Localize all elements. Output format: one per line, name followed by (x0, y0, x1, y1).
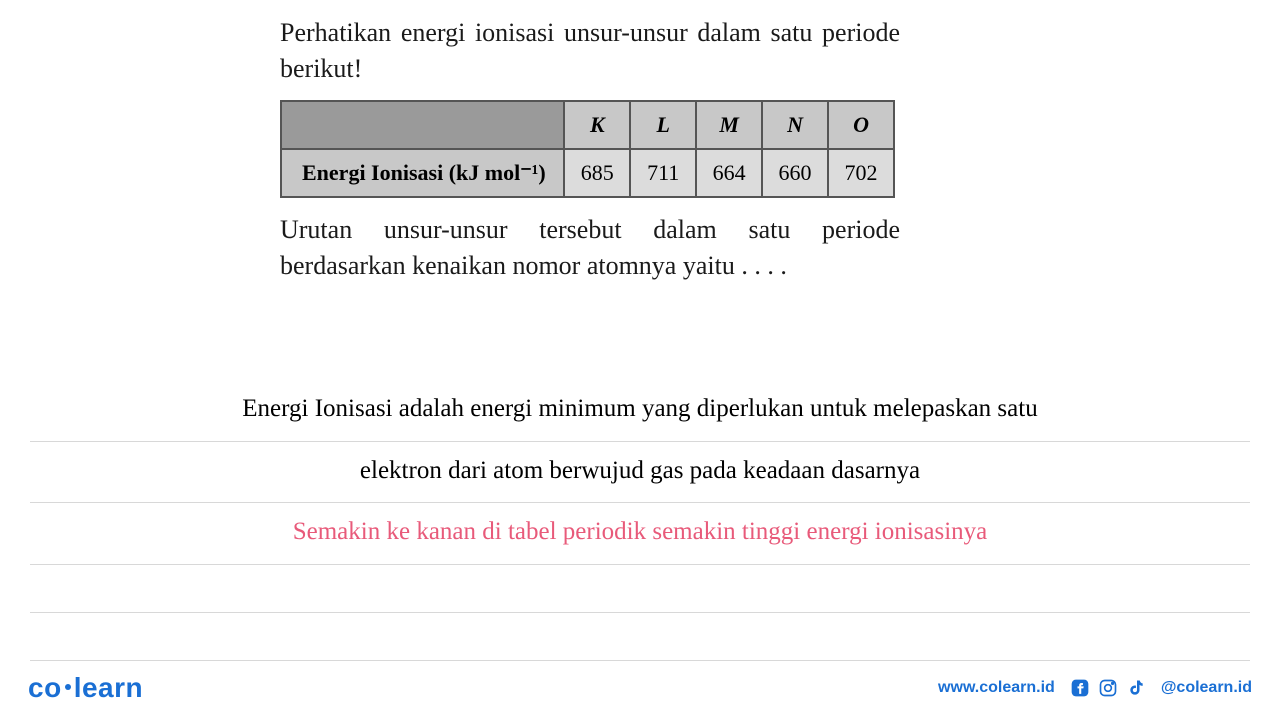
ruled-line (30, 565, 1250, 613)
table-value: 664 (696, 149, 762, 197)
table-row-label: Energi Ionisasi (kJ mol⁻¹) (281, 149, 564, 197)
table-value: 685 (564, 149, 630, 197)
colearn-logo: colearn (28, 672, 143, 704)
table-data-row: Energi Ionisasi (kJ mol⁻¹) 685 711 664 6… (281, 149, 894, 197)
footer-right: www.colearn.id @colearn.id (938, 677, 1252, 699)
ruled-line (30, 613, 1250, 661)
logo-part: learn (74, 672, 143, 703)
table-header-row: K L M N O (281, 101, 894, 149)
table-col-header: K (564, 101, 630, 149)
tiktok-icon (1125, 677, 1147, 699)
explanation-block: Energi Ionisasi adalah energi minimum ya… (30, 380, 1250, 661)
social-icons (1069, 677, 1147, 699)
logo-part: co (28, 672, 62, 703)
explanation-highlight-line: Semakin ke kanan di tabel periodik semak… (30, 503, 1250, 565)
facebook-icon (1069, 677, 1091, 699)
table-col-header: L (630, 101, 696, 149)
table-col-header: M (696, 101, 762, 149)
table-col-header: N (762, 101, 828, 149)
website-url: www.colearn.id (938, 679, 1055, 697)
logo-dot-icon (65, 684, 71, 690)
table-value: 711 (630, 149, 696, 197)
table-empty-header (281, 101, 564, 149)
explanation-line: elektron dari atom berwujud gas pada kea… (30, 442, 1250, 504)
table-value: 702 (828, 149, 894, 197)
question-followup: Urutan unsur-unsur tersebut dalam satu p… (280, 212, 900, 285)
footer: colearn www.colearn.id @colearn.id (28, 672, 1252, 704)
social-handle: @colearn.id (1161, 679, 1252, 697)
instagram-icon (1097, 677, 1119, 699)
table-col-header: O (828, 101, 894, 149)
explanation-line: Energi Ionisasi adalah energi minimum ya… (30, 380, 1250, 442)
table-value: 660 (762, 149, 828, 197)
question-block: Perhatikan energi ionisasi unsur-unsur d… (280, 15, 900, 285)
ionization-table: K L M N O Energi Ionisasi (kJ mol⁻¹) 685… (280, 100, 895, 198)
question-intro: Perhatikan energi ionisasi unsur-unsur d… (280, 15, 900, 88)
